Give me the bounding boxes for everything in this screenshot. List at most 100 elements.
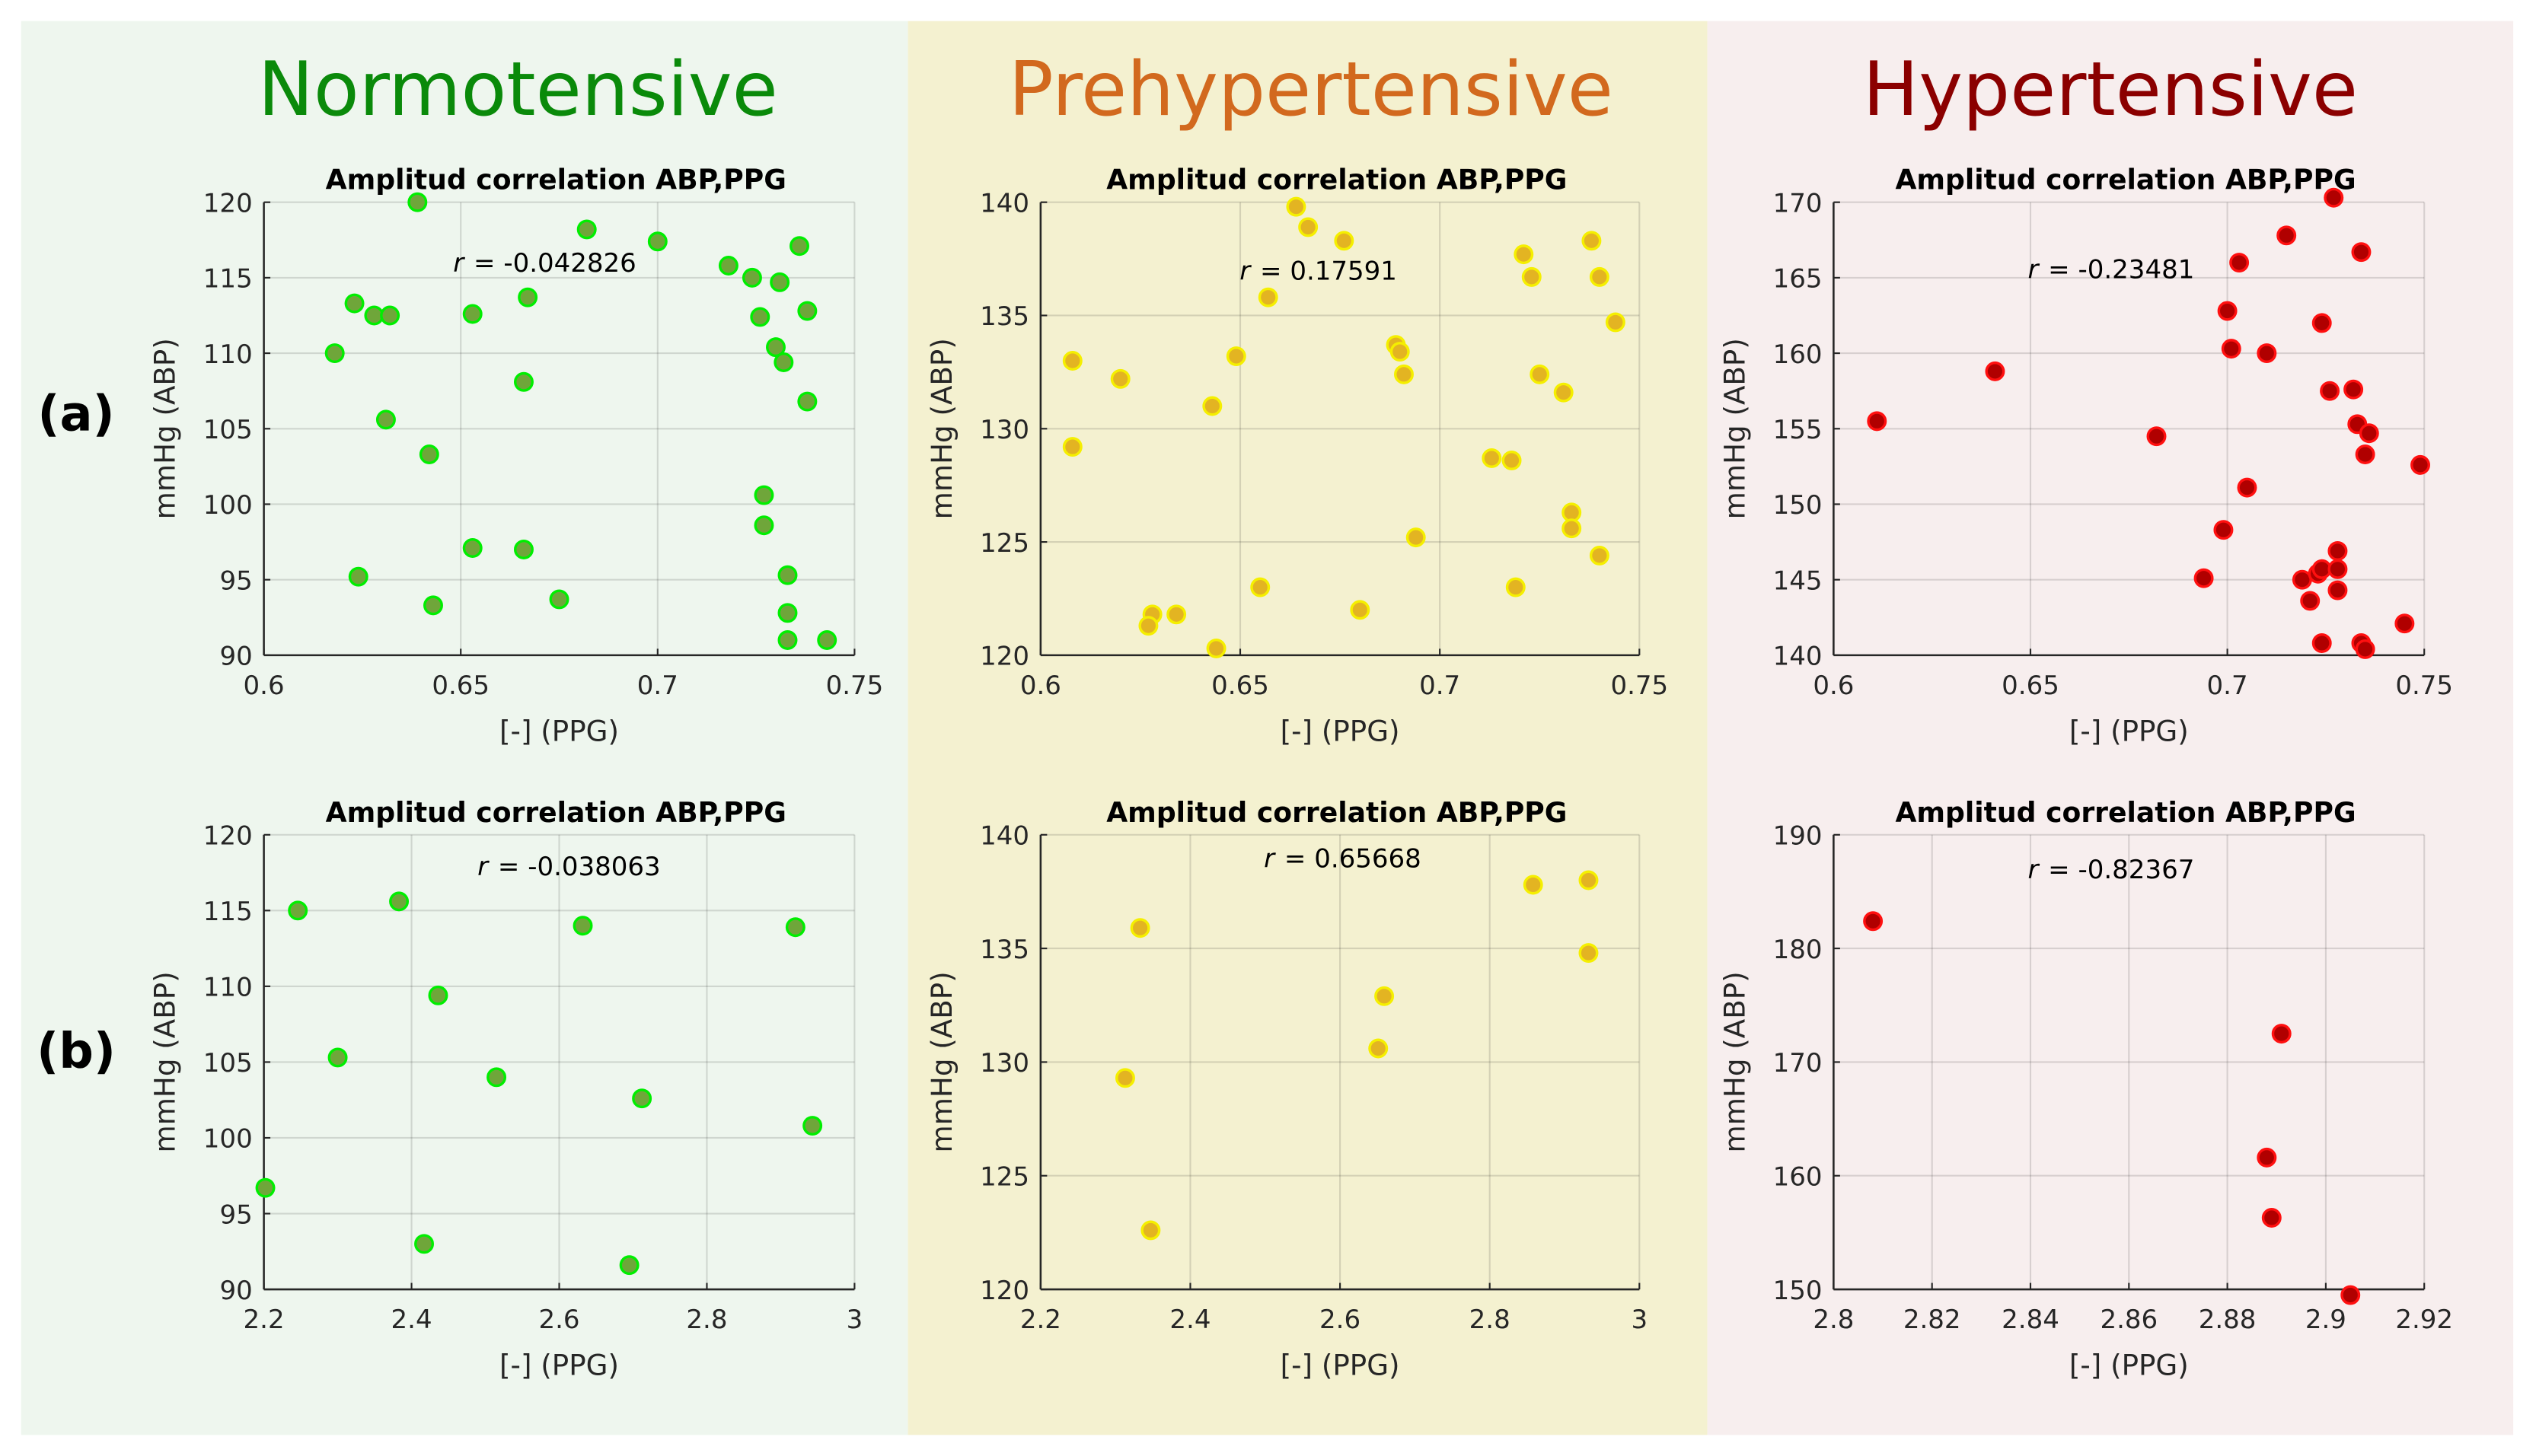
y-tick-label: 130 — [980, 415, 1029, 445]
data-point — [1482, 448, 1502, 468]
data-point — [549, 589, 569, 610]
data-point — [1985, 361, 2005, 381]
r-symbol: r — [2027, 255, 2040, 285]
data-point — [1389, 342, 1410, 362]
x-axis-label: [-] (PPG) — [499, 715, 619, 748]
r-symbol: r — [453, 248, 465, 279]
data-point — [2229, 253, 2250, 273]
data-point — [647, 231, 668, 252]
data-point — [2213, 520, 2234, 540]
data-point — [797, 301, 818, 321]
data-point — [2257, 1147, 2277, 1168]
data-point — [797, 391, 818, 412]
x-tick-label: 0.75 — [826, 671, 884, 701]
r-symbol: r — [477, 852, 490, 882]
data-point — [817, 630, 837, 650]
data-point — [2324, 187, 2344, 208]
data-point — [1350, 600, 1370, 620]
data-point — [1505, 577, 1526, 597]
data-point — [2320, 381, 2340, 401]
data-point — [742, 267, 762, 288]
y-tick-label: 120 — [980, 1276, 1029, 1306]
y-tick-label: 110 — [203, 973, 253, 1003]
data-point — [2394, 613, 2415, 634]
data-point — [2343, 379, 2364, 400]
data-point — [1530, 364, 1550, 384]
y-tick-label: 140 — [1773, 642, 1823, 672]
data-point — [348, 566, 368, 587]
data-point — [2410, 454, 2431, 475]
data-point — [2217, 301, 2238, 321]
x-tick-label: 2.4 — [1169, 1305, 1211, 1335]
data-point — [2271, 1024, 2292, 1044]
r-value: = 0.65668 — [1284, 843, 1421, 874]
data-point — [2300, 591, 2321, 611]
x-tick-label: 0.75 — [2395, 671, 2453, 701]
data-point — [414, 1234, 435, 1254]
data-point — [375, 409, 396, 430]
y-tick-label: 135 — [980, 935, 1029, 965]
correlation-annotation: r = -0.042826 — [453, 248, 636, 279]
data-point — [1202, 396, 1223, 416]
y-tick-label: 90 — [219, 642, 252, 672]
data-point — [1130, 918, 1150, 938]
data-point — [1605, 312, 1625, 333]
x-tick-label: 2.8 — [1813, 1305, 1854, 1335]
y-tick-label: 120 — [203, 188, 253, 218]
data-point — [1501, 450, 1522, 470]
plot-title: Amplitud correlation ABP,PPG — [326, 164, 786, 196]
r-symbol: r — [2027, 855, 2040, 885]
x-tick-label: 0.6 — [1813, 671, 1854, 701]
data-point — [1867, 411, 1887, 432]
data-point — [380, 305, 400, 326]
data-point — [428, 985, 448, 1005]
scatter-panel: 0.6 0.65 0.7 0.75 120 125 130 135 140 [-] (PPG) mm… — [925, 164, 1668, 748]
data-point — [785, 917, 805, 938]
data-point — [576, 219, 597, 240]
data-point — [486, 1067, 507, 1088]
data-point — [754, 485, 774, 505]
data-point — [2351, 242, 2372, 263]
data-point — [419, 444, 439, 464]
data-point — [1589, 266, 1609, 287]
data-point — [1521, 266, 1542, 287]
data-point — [1206, 638, 1227, 658]
y-tick-label: 100 — [203, 1124, 253, 1155]
data-point — [2355, 444, 2375, 464]
data-point — [2340, 1285, 2361, 1305]
data-point — [754, 515, 774, 536]
data-point — [327, 1047, 348, 1068]
x-axis-label: [-] (PPG) — [1281, 715, 1400, 748]
data-point — [462, 538, 483, 558]
data-point — [790, 236, 809, 256]
x-axis-label: [-] (PPG) — [2069, 715, 2189, 748]
correlation-annotation: r = 0.65668 — [1264, 843, 1421, 874]
data-point — [344, 293, 365, 314]
y-axis-label: mmHg (ABP) — [1718, 971, 1751, 1152]
data-point — [802, 1116, 823, 1136]
y-tick-label: 125 — [980, 528, 1029, 559]
y-tick-label: 150 — [1773, 1276, 1823, 1306]
data-point — [423, 595, 443, 616]
data-point — [619, 1255, 640, 1276]
column-title: Normotensive — [258, 46, 778, 133]
y-axis-label: mmHg (ABP) — [148, 971, 182, 1152]
data-point — [718, 256, 738, 276]
x-tick-label: 2.84 — [2002, 1305, 2059, 1335]
x-tick-label: 2.86 — [2100, 1305, 2158, 1335]
data-point — [1514, 244, 1534, 265]
data-point — [2327, 580, 2348, 601]
y-tick-label: 105 — [203, 415, 253, 445]
x-tick-label: 3 — [1631, 1305, 1648, 1335]
y-tick-label: 140 — [980, 188, 1029, 218]
data-point — [462, 304, 483, 324]
correlation-annotation: r = -0.23481 — [2027, 255, 2194, 285]
data-point — [777, 630, 798, 650]
x-tick-label: 2.88 — [2199, 1305, 2257, 1335]
data-point — [407, 192, 428, 212]
data-point — [1062, 437, 1083, 457]
data-point — [1334, 231, 1354, 251]
data-point — [1553, 382, 1574, 403]
y-tick-label: 140 — [980, 821, 1029, 852]
